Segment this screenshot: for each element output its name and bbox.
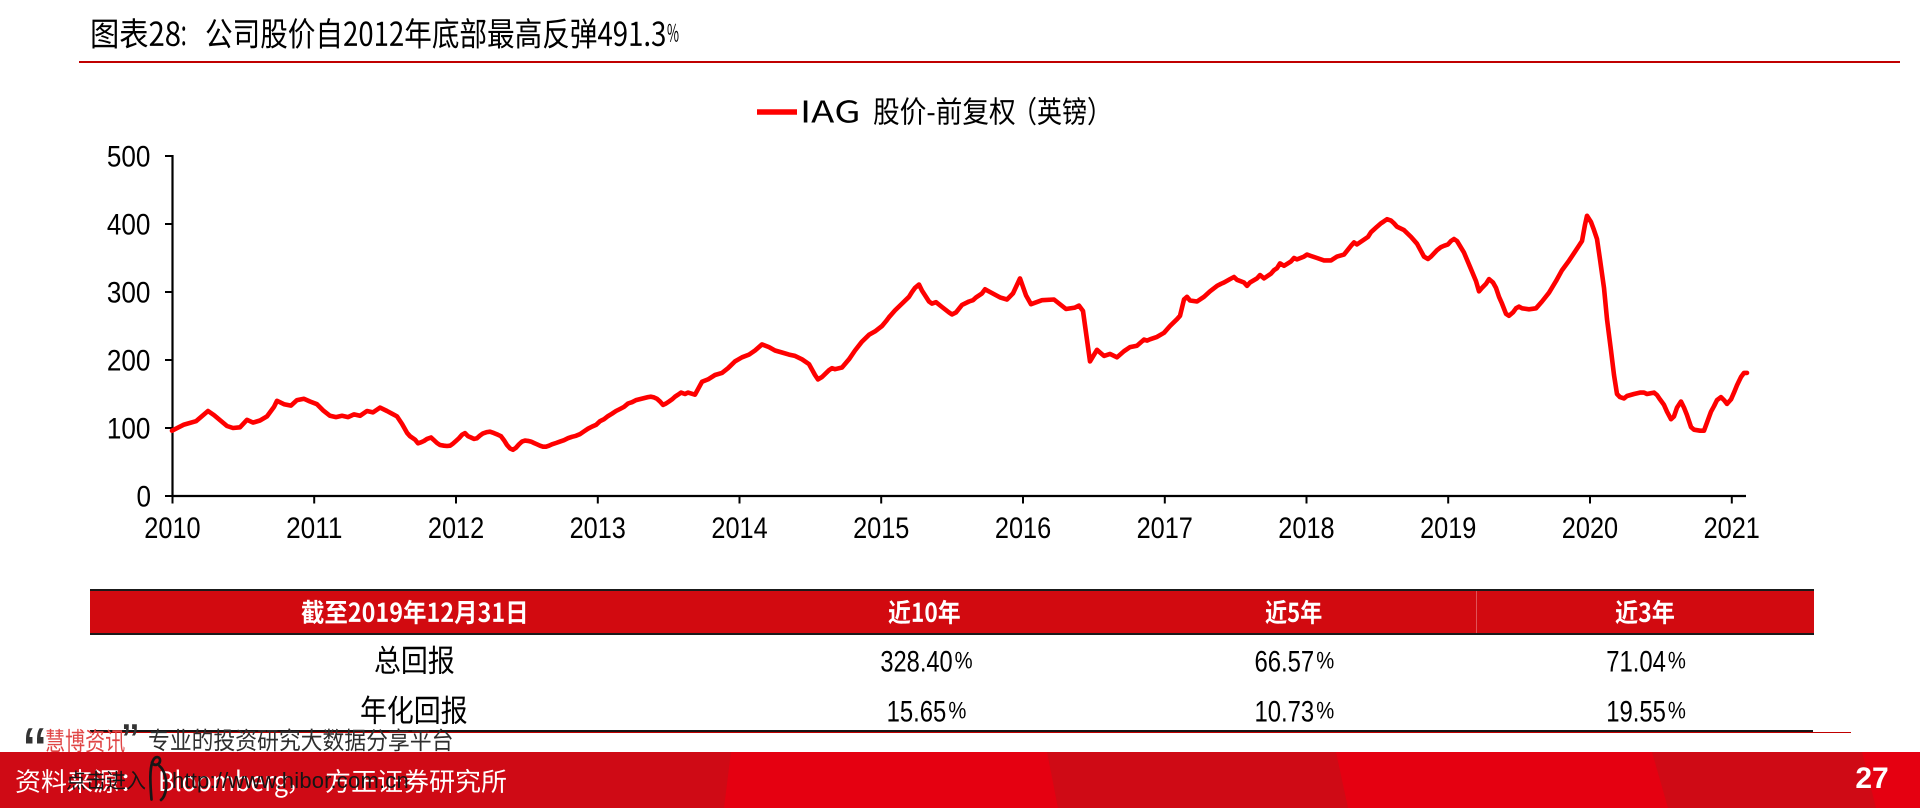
svg-text:%: % (1668, 698, 1686, 725)
svg-text:2013: 2013 (570, 512, 626, 545)
svg-text:%: % (948, 698, 966, 725)
svg-text:300: 300 (107, 277, 150, 310)
svg-text:71.04: 71.04 (1606, 646, 1666, 679)
svg-text:15.65: 15.65 (887, 696, 947, 729)
svg-text:10.73: 10.73 (1255, 696, 1315, 729)
svg-text:328.40: 328.40 (880, 646, 952, 679)
svg-text:0: 0 (137, 481, 152, 514)
svg-text:%: % (1316, 698, 1334, 725)
svg-text:2015: 2015 (853, 512, 909, 545)
svg-text:%: % (1668, 648, 1686, 675)
svg-text:2021: 2021 (1704, 512, 1760, 545)
svg-text:2010: 2010 (144, 512, 200, 545)
svg-text:2011: 2011 (286, 512, 342, 545)
svg-text:2019: 2019 (1420, 512, 1476, 545)
svg-text:100: 100 (107, 413, 150, 446)
svg-text:500: 500 (107, 141, 150, 174)
svg-text:2017: 2017 (1137, 512, 1193, 545)
svg-text:2014: 2014 (711, 512, 767, 545)
svg-text:200: 200 (107, 345, 150, 378)
svg-text:%: % (1316, 648, 1334, 675)
svg-text:%: % (955, 648, 973, 675)
svg-text:2016: 2016 (995, 512, 1051, 545)
svg-text:66.57: 66.57 (1255, 646, 1315, 679)
svg-text:19.55: 19.55 (1606, 696, 1666, 729)
svg-text:2012: 2012 (428, 512, 484, 545)
svg-text:400: 400 (107, 209, 150, 242)
svg-text:2018: 2018 (1278, 512, 1334, 545)
svg-text:2020: 2020 (1562, 512, 1618, 545)
